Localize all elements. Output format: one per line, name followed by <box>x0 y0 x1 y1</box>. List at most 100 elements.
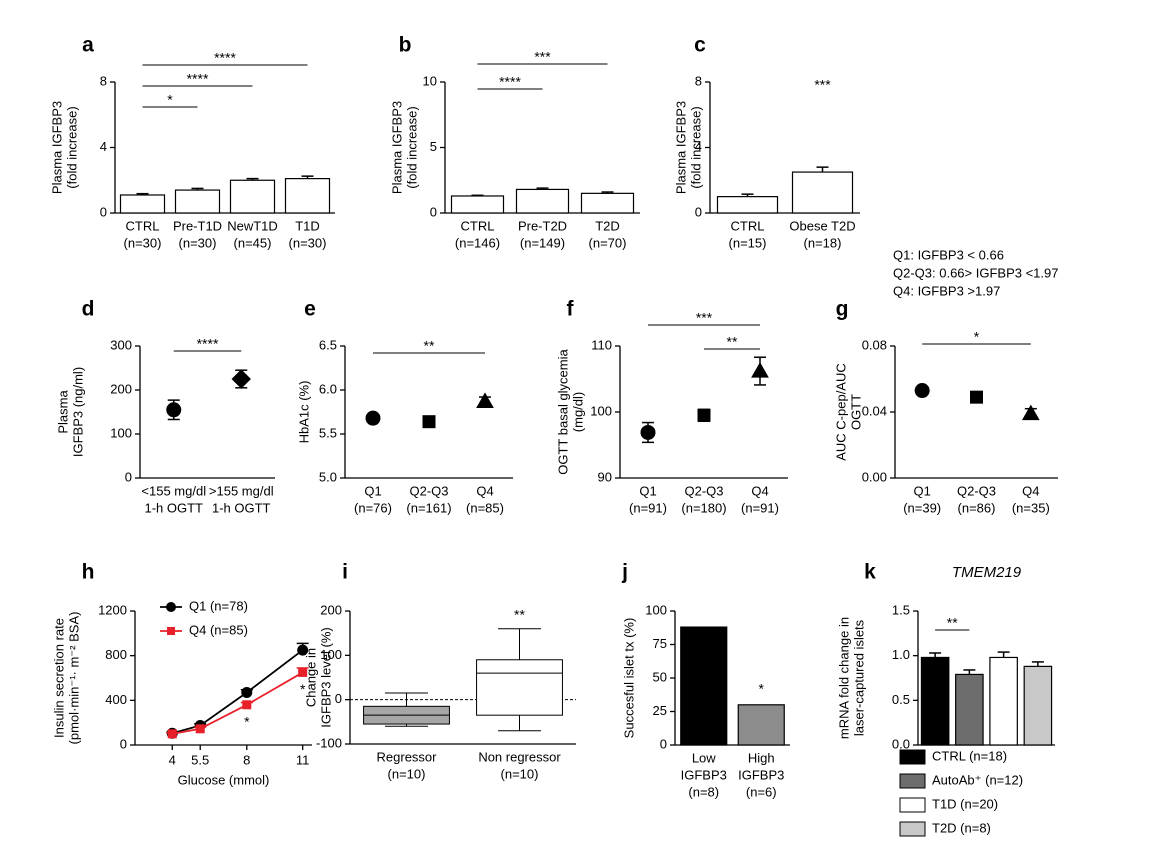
marker <box>167 729 177 739</box>
legend-label: T1D (n=20) <box>932 796 998 811</box>
bar <box>955 673 984 746</box>
y-tick-label: 110 <box>591 337 612 352</box>
significance: ** <box>947 615 958 631</box>
significance: **** <box>499 74 521 90</box>
note: Q4: IGFBP3 >1.97 <box>893 283 1000 298</box>
y-tick-label: 0.0 <box>892 736 910 751</box>
y-tick-label: 100 <box>320 647 342 662</box>
x-tick-label: 4 <box>169 752 176 767</box>
y-axis-label: Plasma IGFBP3 <box>673 101 688 194</box>
x-tick-label: (n=86) <box>958 500 996 515</box>
x-tick-label: 1-h OGTT <box>144 500 203 515</box>
legend-marker <box>166 602 176 612</box>
significance: **** <box>197 336 219 352</box>
x-tick-label: (n=76) <box>354 500 392 515</box>
box <box>476 659 563 716</box>
x-tick-label: (n=18) <box>804 235 842 250</box>
x-tick-label: Non regressor <box>478 749 561 764</box>
significance: * <box>759 681 765 697</box>
y-tick-label: 50 <box>653 669 667 684</box>
line <box>172 671 304 735</box>
panel-label: e <box>304 298 316 321</box>
panel-label: h <box>82 561 95 584</box>
significance: * <box>244 714 250 730</box>
y-axis-label: OGTT basal glycemia <box>555 348 570 474</box>
y-tick-label: 1.0 <box>892 647 910 662</box>
marker <box>166 402 182 418</box>
x-tick-label: High <box>748 750 775 765</box>
x-tick-label: (n=85) <box>466 500 504 515</box>
y-tick-label: 8 <box>695 73 702 88</box>
x-tick-label: Q2-Q3 <box>957 483 996 498</box>
marker <box>697 408 711 422</box>
marker <box>297 644 309 656</box>
marker <box>242 700 252 710</box>
x-tick-label: CTRL <box>461 218 495 233</box>
legend-swatch <box>899 749 926 765</box>
legend-marker <box>167 627 175 635</box>
y-tick-label: 0.5 <box>892 692 910 707</box>
y-axis-label: (mg/dl) <box>570 392 585 432</box>
note: Q1: IGFBP3 < 0.66 <box>893 247 1004 262</box>
y-tick-label: 6.0 <box>319 381 337 396</box>
panel-title: TMEM219 <box>952 564 1022 581</box>
bar <box>580 192 635 214</box>
y-tick-label: 800 <box>105 647 127 662</box>
x-tick-label: (n=6) <box>746 784 777 799</box>
x-tick-label: Regressor <box>377 749 438 764</box>
x-tick-label: Q2-Q3 <box>409 483 448 498</box>
y-tick-label: 300 <box>110 337 132 352</box>
legend-label: CTRL (n=18) <box>932 748 1007 763</box>
line <box>172 649 304 735</box>
y-tick-label: 0.04 <box>862 403 887 418</box>
panel-label: f <box>567 298 575 321</box>
y-tick-label: 90 <box>598 469 612 484</box>
x-tick-label: IGFBP3 <box>738 767 784 782</box>
panel-label: i <box>342 561 348 584</box>
y-axis-label: (pmol·min⁻¹· m⁻² BSA) <box>66 612 81 745</box>
y-tick-label: 0 <box>695 204 702 219</box>
y-tick-label: 200 <box>320 602 342 617</box>
panel-label: b <box>399 34 412 57</box>
y-axis-label: IGFBP3 level (%) <box>318 627 333 727</box>
x-tick-label: <155 mg/dl <box>141 483 206 498</box>
x-tick-label: CTRL <box>731 218 765 233</box>
y-tick-label: 200 <box>110 381 132 396</box>
marker <box>970 390 983 404</box>
x-tick-label: (n=91) <box>629 500 667 515</box>
y-tick-label: 6.5 <box>319 337 337 352</box>
y-tick-label: 0 <box>125 469 132 484</box>
x-tick-label: (n=30) <box>124 235 162 250</box>
bar <box>284 178 331 214</box>
y-tick-label: 100 <box>590 403 612 418</box>
y-axis-label: HbA1c (%) <box>296 381 311 444</box>
y-tick-label: 0.00 <box>862 469 887 484</box>
marker <box>476 392 494 408</box>
y-tick-label: 25 <box>653 703 667 718</box>
marker <box>241 687 253 699</box>
significance: ** <box>727 334 738 350</box>
note: Q2-Q3: 0.66> IGFBP3 <1.97 <box>893 265 1058 280</box>
marker <box>422 415 436 429</box>
bar <box>716 196 779 214</box>
marker <box>640 424 656 440</box>
x-tick-label: Q4 <box>476 483 493 498</box>
x-tick-label: (n=10) <box>501 766 539 781</box>
bar <box>989 656 1018 746</box>
x-axis-label: Glucose (mmol) <box>178 772 270 787</box>
y-tick-label: 8 <box>100 73 107 88</box>
x-tick-label: 1-h OGTT <box>212 500 271 515</box>
y-tick-label: 1.5 <box>892 602 910 617</box>
y-axis-label: Change in <box>303 648 318 707</box>
significance: *** <box>534 49 551 65</box>
y-tick-label: 0.08 <box>862 337 887 352</box>
significance: *** <box>696 310 713 326</box>
y-tick-label: 0 <box>100 204 107 219</box>
x-tick-label: (n=30) <box>289 235 327 250</box>
y-axis-label: OGTT <box>848 394 863 430</box>
x-tick-label: (n=149) <box>520 235 565 250</box>
x-tick-label: (n=45) <box>234 235 272 250</box>
x-tick-label: Obese T2D <box>789 218 855 233</box>
y-tick-label: 0 <box>335 691 342 706</box>
x-tick-label: Pre-T1D <box>173 218 222 233</box>
